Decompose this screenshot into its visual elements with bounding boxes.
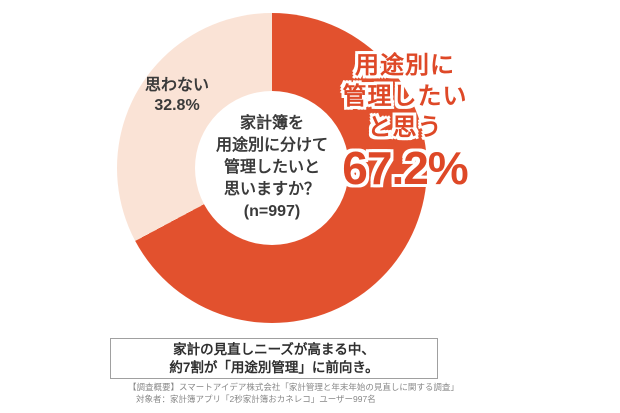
survey-footnote-line: 対象者：家計簿アプリ「2秒家計簿おカネレコ」ユーザー997名 — [136, 393, 376, 404]
segment-label-yes-text: 用途別に — [355, 52, 455, 79]
donut-chart: 家計簿を 用途別に分けて 管理したいと 思いますか？ (n=997) — [117, 13, 427, 323]
segment-label-yes-text: と思う — [367, 114, 443, 141]
segment-label-yes: 用途別に 管理したい と思う 67.2% — [320, 50, 490, 191]
segment-label-no-pct: 32.8% — [154, 97, 200, 114]
survey-footnote-line: 【調査概要】スマートアイデア株式会社「家計管理と年末年始の見直しに関する調査」 — [128, 382, 459, 392]
chart-question-line: 思いますか？ — [223, 181, 320, 198]
donut-hole: 家計簿を 用途別に分けて 管理したいと 思いますか？ (n=997) — [195, 91, 349, 245]
summary-line: 家計の見直しニーズが高まる中、 — [173, 341, 375, 357]
chart-question-line: 管理したいと — [223, 159, 320, 176]
chart-question: 家計簿を 用途別に分けて 管理したいと 思いますか？ (n=997) — [216, 113, 328, 223]
segment-label-no-text: 思わない — [144, 77, 209, 94]
segment-label-yes-text: 管理したい — [342, 83, 468, 110]
summary-box: 家計の見直しニーズが高まる中、 約7割が「用途別管理」に前向き。 — [110, 338, 438, 379]
segment-label-no: 思わない 32.8% — [117, 76, 237, 116]
chart-question-line: 用途別に分けて — [215, 137, 328, 154]
segment-label-yes-pct: 67.2% — [342, 142, 468, 194]
chart-sample-size: (n=997) — [243, 203, 301, 220]
summary-line: 約7割が「用途別管理」に前向き。 — [169, 359, 379, 375]
survey-footnote: 【調査概要】スマートアイデア株式会社「家計管理と年末年始の見直しに関する調査」 … — [128, 382, 459, 405]
chart-question-line: 家計簿を — [239, 115, 304, 132]
